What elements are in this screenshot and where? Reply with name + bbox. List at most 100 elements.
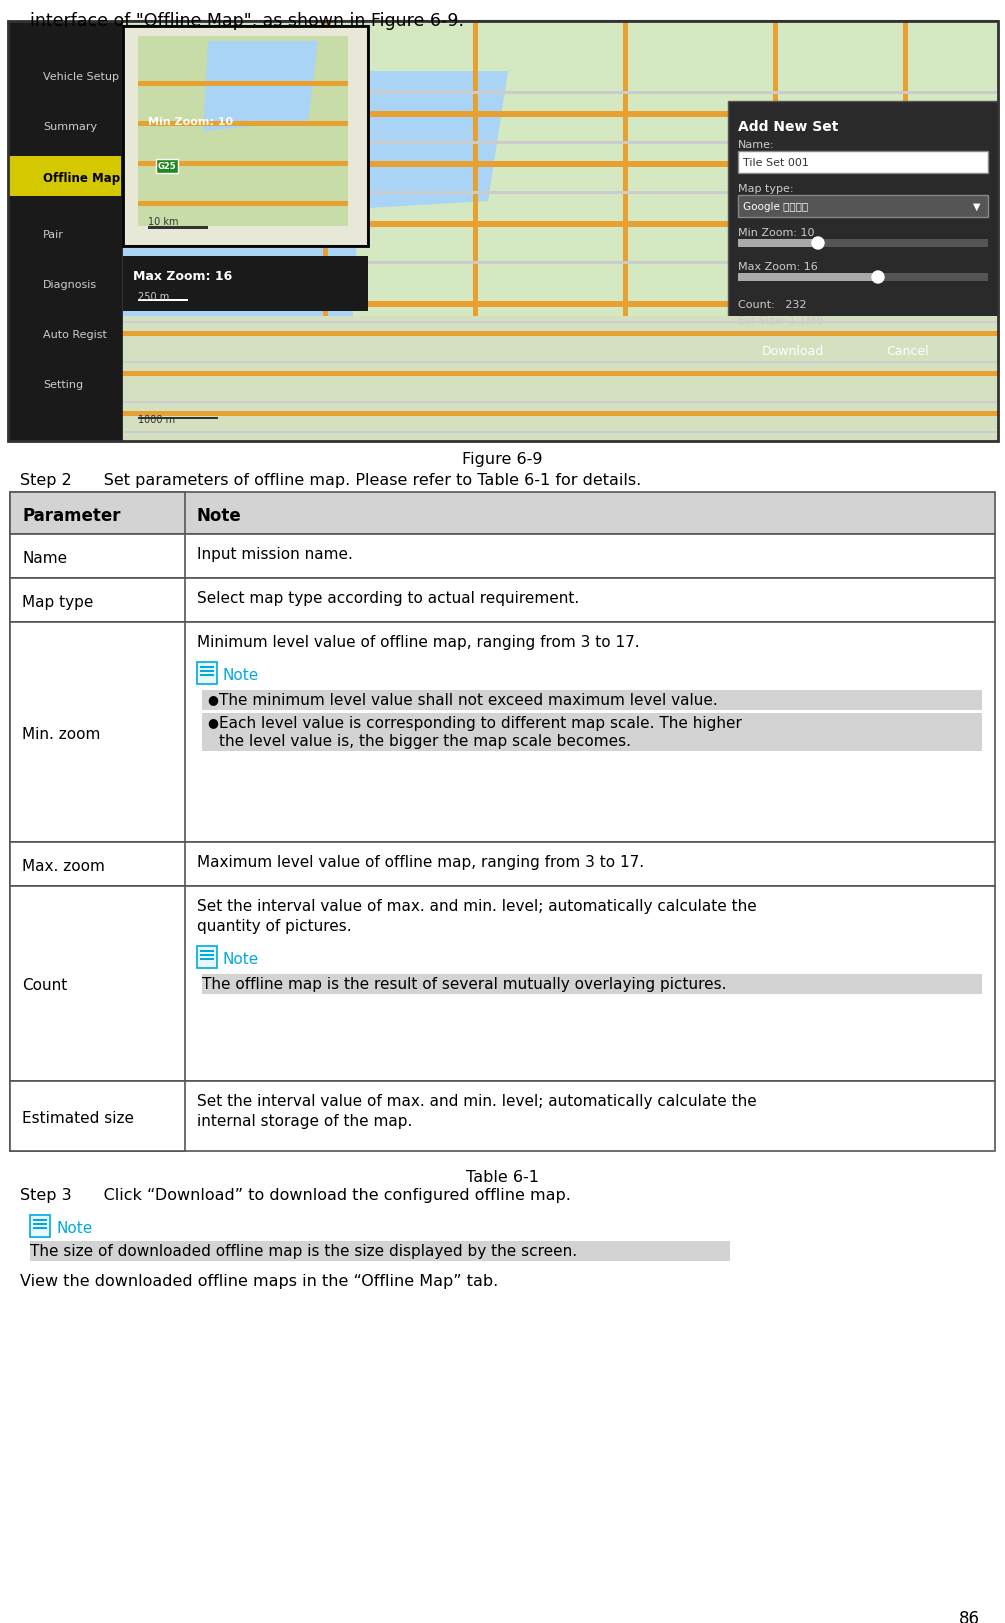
- Text: Input mission name.: Input mission name.: [197, 547, 353, 562]
- Bar: [202, 690, 982, 711]
- Bar: [10, 623, 185, 842]
- Bar: [123, 162, 998, 167]
- Bar: [123, 261, 998, 265]
- Bar: [138, 417, 218, 420]
- Text: the level value is, the bigger the map scale becomes.: the level value is, the bigger the map s…: [219, 734, 631, 748]
- Circle shape: [812, 239, 824, 250]
- Bar: [10, 534, 995, 579]
- Bar: [123, 316, 998, 441]
- Text: The size of downloaded offline map is the size displayed by the screen.: The size of downloaded offline map is th…: [30, 1243, 577, 1258]
- Text: internal storage of the map.: internal storage of the map.: [197, 1113, 412, 1128]
- Text: Note: Note: [223, 951, 259, 966]
- Text: Step 3  Click “Download” to download the configured offline map.: Step 3 Click “Download” to download the …: [20, 1188, 571, 1203]
- Text: Minimum level value of offline map, ranging from 3 to 17.: Minimum level value of offline map, rang…: [197, 635, 639, 649]
- Bar: [738, 240, 988, 248]
- Bar: [123, 28, 368, 247]
- Bar: [10, 842, 185, 886]
- Bar: [10, 534, 185, 579]
- Bar: [123, 112, 998, 118]
- Bar: [10, 493, 995, 534]
- Bar: [202, 974, 982, 995]
- Text: Set the interval value of max. and min. level; automatically calculate the: Set the interval value of max. and min. …: [197, 1094, 757, 1109]
- Bar: [10, 886, 185, 1081]
- Bar: [200, 667, 214, 669]
- Text: 1000 m: 1000 m: [138, 415, 175, 425]
- Text: G25: G25: [158, 162, 177, 170]
- Bar: [30, 1216, 50, 1237]
- Bar: [123, 321, 998, 325]
- Bar: [138, 81, 348, 88]
- Text: Auto Regist: Auto Regist: [43, 329, 107, 339]
- Text: ▼: ▼: [973, 201, 981, 213]
- Text: Name: Name: [22, 550, 67, 566]
- Bar: [123, 256, 368, 312]
- Text: Map type:: Map type:: [738, 183, 794, 193]
- Text: Diagnosis: Diagnosis: [43, 279, 97, 291]
- Bar: [323, 23, 328, 441]
- Bar: [738, 274, 988, 282]
- Bar: [773, 23, 778, 441]
- Bar: [10, 579, 995, 623]
- Bar: [200, 954, 214, 956]
- Text: ●: ●: [207, 716, 218, 729]
- Bar: [738, 240, 818, 248]
- Bar: [123, 302, 998, 308]
- Bar: [123, 372, 998, 378]
- Text: The offline map is the result of several mutually overlaying pictures.: The offline map is the result of several…: [202, 977, 727, 992]
- Text: Estimated size: Estimated size: [22, 1110, 134, 1125]
- Text: Note: Note: [223, 667, 259, 683]
- Text: 86: 86: [959, 1608, 980, 1623]
- Bar: [200, 675, 214, 677]
- Text: Add New Set: Add New Set: [738, 120, 838, 135]
- Text: Setting: Setting: [43, 380, 83, 390]
- Text: quantity of pictures.: quantity of pictures.: [197, 919, 352, 933]
- Bar: [197, 946, 217, 969]
- Bar: [903, 23, 908, 441]
- Bar: [123, 412, 998, 417]
- Bar: [123, 141, 998, 144]
- Text: Download: Download: [762, 344, 824, 357]
- Bar: [33, 1224, 47, 1225]
- Bar: [8, 157, 121, 196]
- Text: Min Zoom: 10: Min Zoom: 10: [148, 117, 233, 127]
- Bar: [623, 23, 628, 441]
- Bar: [738, 153, 988, 174]
- Bar: [138, 201, 348, 206]
- Text: 250 m: 250 m: [138, 292, 169, 302]
- Text: Min. zoom: Min. zoom: [22, 727, 101, 742]
- Text: Figure 6-9: Figure 6-9: [461, 451, 543, 467]
- Bar: [33, 1219, 47, 1220]
- Text: Est Size: 1.1MB: Est Size: 1.1MB: [738, 316, 824, 326]
- Bar: [8, 23, 998, 441]
- Bar: [123, 23, 998, 441]
- Bar: [10, 579, 185, 623]
- Text: Step 2  Set parameters of offline map. Please refer to Table 6-1 for details.: Step 2 Set parameters of offline map. Pl…: [20, 472, 641, 487]
- Text: Tile Set 001: Tile Set 001: [743, 157, 809, 167]
- Bar: [123, 192, 998, 195]
- Text: Count:   232: Count: 232: [738, 300, 806, 310]
- Bar: [202, 714, 982, 751]
- Text: Name:: Name:: [738, 140, 775, 149]
- Bar: [10, 842, 995, 886]
- Bar: [138, 37, 348, 227]
- Bar: [10, 886, 995, 1081]
- Text: interface of "Offline Map", as shown in Figure 6-9.: interface of "Offline Map", as shown in …: [30, 11, 464, 29]
- Bar: [8, 23, 123, 441]
- Bar: [33, 1227, 47, 1229]
- Bar: [10, 1081, 995, 1151]
- Bar: [123, 403, 998, 404]
- Bar: [200, 670, 214, 672]
- Text: Pair: Pair: [43, 230, 64, 240]
- Bar: [123, 222, 998, 227]
- Bar: [123, 432, 998, 433]
- Text: Note: Note: [56, 1220, 92, 1235]
- Bar: [138, 300, 188, 302]
- Bar: [738, 196, 988, 217]
- Text: Table 6-1: Table 6-1: [465, 1169, 539, 1185]
- Bar: [738, 274, 878, 282]
- Text: Min Zoom: 10: Min Zoom: 10: [738, 227, 814, 239]
- Bar: [123, 331, 998, 334]
- Bar: [148, 227, 208, 230]
- Text: Max Zoom: 16: Max Zoom: 16: [738, 261, 818, 271]
- Bar: [197, 662, 217, 685]
